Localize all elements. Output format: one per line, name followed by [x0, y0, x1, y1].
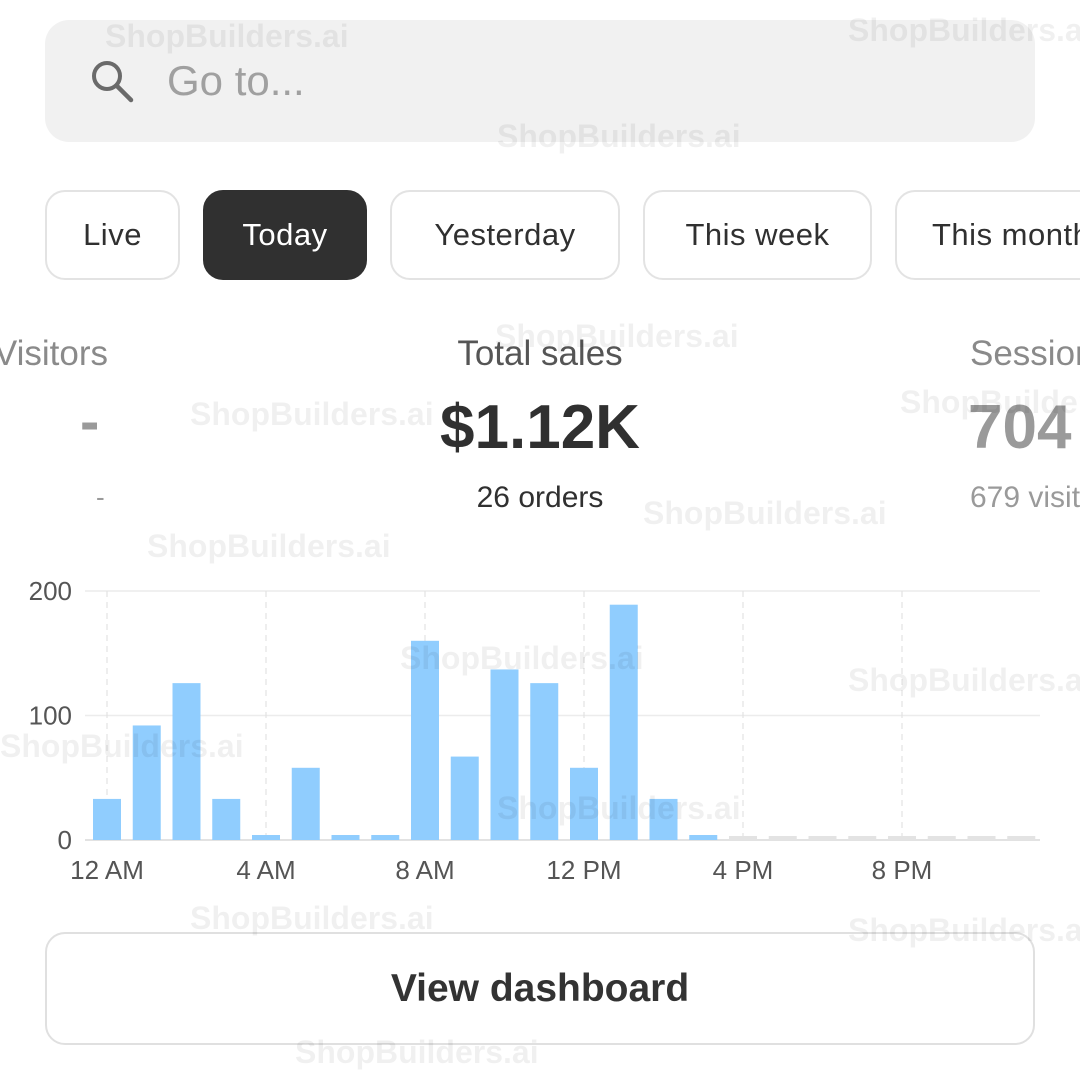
- x-tick-label: 4 PM: [713, 855, 774, 885]
- x-tick-label: 4 AM: [236, 855, 295, 885]
- bar: [411, 640, 439, 840]
- sales-chart: 0 100 200 12 AM 4 AM 8 AM 12 PM 4 PM 8 PM: [29, 576, 1040, 885]
- future-bar: [1007, 836, 1036, 840]
- watermark: ShopBuilders.ai: [147, 528, 391, 564]
- bar: [371, 835, 400, 840]
- bar: [212, 798, 241, 840]
- y-tick-label: 100: [29, 701, 72, 731]
- future-bar: [888, 836, 916, 840]
- view-dashboard-button[interactable]: View dashboard: [45, 932, 1035, 1045]
- metric-sub: 26 orders: [476, 481, 604, 514]
- bar: [331, 835, 360, 840]
- metric-sub: -: [96, 482, 105, 512]
- y-tick-label: 200: [29, 576, 72, 606]
- bar: [490, 669, 519, 840]
- future-bar: [927, 836, 956, 840]
- x-tick-label: 8 AM: [395, 855, 454, 885]
- bar: [450, 756, 479, 840]
- future-bar: [768, 836, 797, 840]
- bar: [609, 604, 638, 840]
- x-tick-label: 12 PM: [546, 855, 621, 885]
- future-bar: [848, 836, 877, 840]
- tab-this-week[interactable]: This week: [643, 190, 872, 280]
- tab-today[interactable]: Today: [203, 190, 367, 280]
- future-bar: [729, 836, 757, 840]
- bar: [291, 767, 320, 840]
- bar: [132, 725, 161, 840]
- metric-value: $1.12K: [440, 393, 640, 462]
- x-tick-label: 8 PM: [872, 855, 933, 885]
- x-tick-label: 12 AM: [70, 855, 144, 885]
- bar: [570, 767, 598, 840]
- search-bar[interactable]: [45, 20, 1035, 142]
- y-tick-label: 0: [58, 825, 72, 855]
- tab-this-month[interactable]: This month: [895, 190, 1080, 280]
- bar: [93, 798, 121, 840]
- metric-label: Sessions: [970, 334, 1080, 373]
- metric-value: -: [80, 389, 100, 454]
- bar: [689, 835, 718, 840]
- metric-label: Total sales: [457, 334, 623, 373]
- tab-live[interactable]: Live: [45, 190, 180, 280]
- bar: [649, 798, 678, 840]
- search-icon: [92, 61, 134, 103]
- search-input[interactable]: [167, 57, 867, 105]
- metric-sub: 679 visitors: [970, 481, 1080, 514]
- metric-label: Visitors: [0, 334, 108, 373]
- metric-value: 704: [968, 393, 1072, 462]
- future-bar: [808, 836, 837, 840]
- bar: [252, 835, 280, 840]
- bar: [172, 683, 201, 840]
- bar: [530, 683, 559, 840]
- future-bar: [967, 836, 996, 840]
- tab-yesterday[interactable]: Yesterday: [390, 190, 620, 280]
